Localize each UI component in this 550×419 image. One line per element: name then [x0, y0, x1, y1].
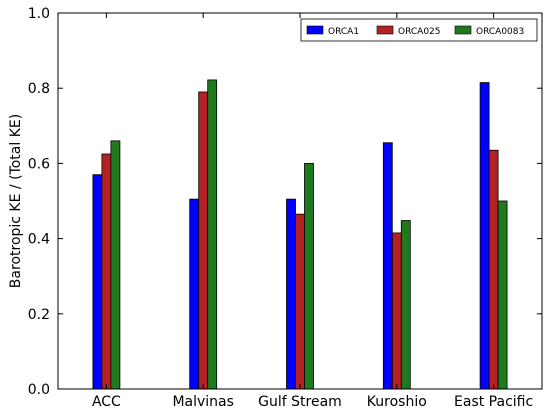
bar-orca1-kuroshio — [382, 142, 393, 390]
legend-swatch-orca0083 — [454, 25, 472, 35]
bar-orca025-east-pacific — [488, 149, 499, 390]
y-tick-label: 0.8 — [28, 81, 50, 97]
legend-label-orca025: ORCA025 — [398, 27, 441, 37]
legend-swatch-orca025 — [376, 25, 394, 35]
x-tick-label: Gulf Stream — [258, 394, 342, 410]
legend-label-orca1: ORCA1 — [328, 27, 359, 37]
x-tick-label: East Pacific — [454, 394, 533, 410]
x-tick-label: Malvinas — [172, 394, 233, 410]
x-tick-label: ACC — [92, 394, 121, 410]
axes-frame — [57, 12, 543, 390]
y-tick-label: 0.6 — [28, 156, 50, 172]
bar-orca0083-acc — [110, 140, 121, 390]
bar-orca1-malvinas — [189, 198, 200, 390]
bar-orca1-acc — [92, 174, 103, 390]
y-tick-label: 1.0 — [28, 6, 50, 22]
bar-orca0083-malvinas — [207, 79, 218, 390]
plot-layer: ACC Malvinas Gulf Stream Kuroshio East Pacif… — [28, 6, 543, 410]
bar-orca0083-gulf-stream — [304, 162, 314, 390]
x-tick-label: Kuroshio — [367, 394, 427, 410]
bar-orca0083-kuroshio — [400, 220, 411, 390]
bar-orca0083-east-pacific — [497, 200, 508, 390]
legend: ORCA1 ORCA025 ORCA0083 — [300, 18, 538, 42]
y-tick-label: 0.2 — [28, 307, 50, 323]
legend-box — [300, 18, 538, 42]
y-tick-label: 0.0 — [28, 382, 50, 398]
bar-orca025-acc — [101, 153, 112, 390]
y-tick-label: 0.4 — [28, 232, 50, 248]
bar-orca1-gulf-stream — [286, 198, 296, 390]
y-axis-label: Barotropic KE / (Total KE) — [8, 114, 24, 288]
bar-orca025-kuroshio — [391, 232, 402, 390]
bar-orca025-gulf-stream — [295, 213, 305, 390]
bar-orca025-malvinas — [198, 91, 209, 390]
bar-orca1-east-pacific — [479, 82, 490, 390]
legend-swatch-orca1 — [306, 25, 324, 35]
legend-label-orca0083: ORCA0083 — [476, 27, 524, 37]
